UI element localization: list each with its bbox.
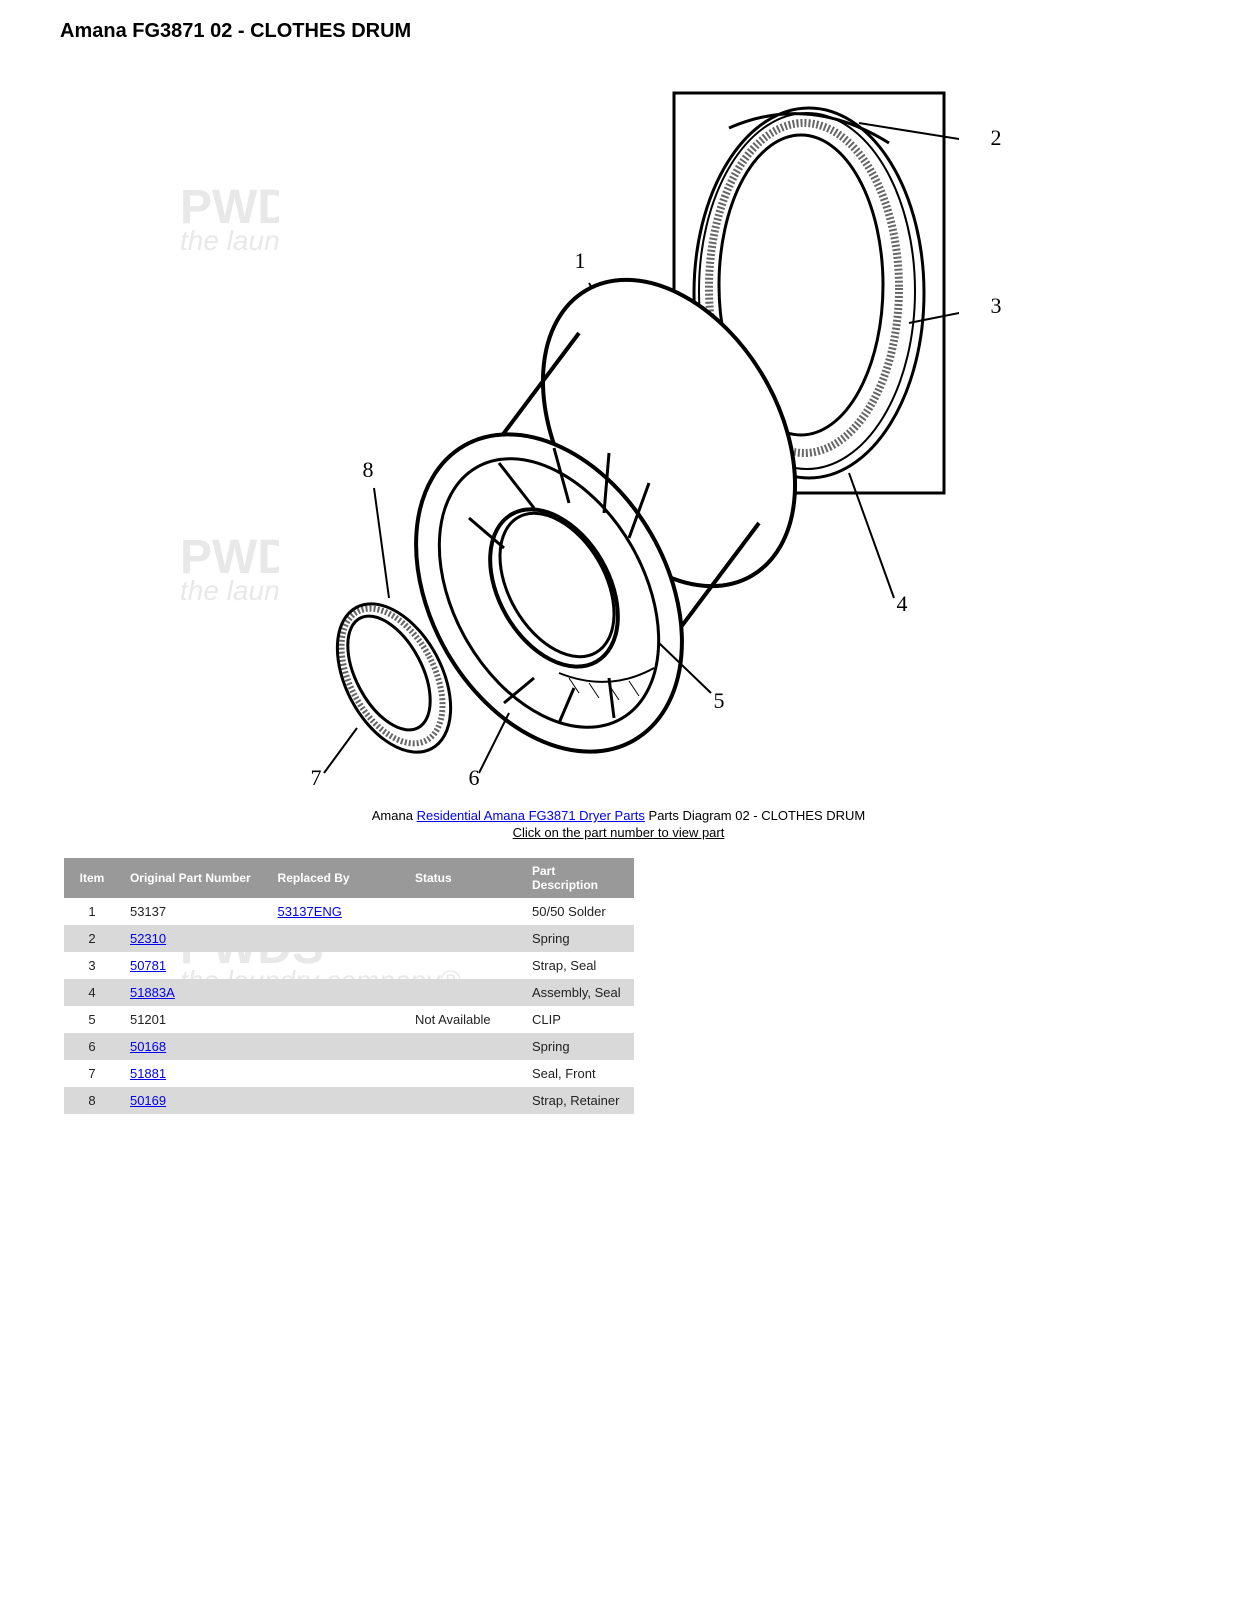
cell-desc: Strap, Retainer xyxy=(522,1087,634,1114)
cell-opn: 53137 xyxy=(120,898,268,925)
callout-8: 8 xyxy=(363,457,374,483)
table-row: 8 50169 Strap, Retainer xyxy=(64,1087,634,1114)
table-header-row: Item Original Part Number Replaced By St… xyxy=(64,858,634,898)
part-link[interactable]: 50169 xyxy=(130,1093,166,1108)
cell-desc: Seal, Front xyxy=(522,1060,634,1087)
table-row: 153137 53137ENG 50/50 Solder xyxy=(64,898,634,925)
cell-replaced xyxy=(268,1033,405,1060)
header-item: Item xyxy=(64,858,120,898)
cell-opn: 50169 xyxy=(120,1087,268,1114)
table-row: 3 50781 Strap, Seal xyxy=(64,952,634,979)
cell-replaced xyxy=(268,1060,405,1087)
cell-replaced xyxy=(268,1087,405,1114)
cell-desc: Spring xyxy=(522,925,634,952)
part-link[interactable]: 52310 xyxy=(130,931,166,946)
callout-2: 2 xyxy=(991,125,1002,151)
part-link[interactable]: 50781 xyxy=(130,958,166,973)
callout-3: 3 xyxy=(991,293,1002,319)
cell-status xyxy=(405,1033,522,1060)
callout-7: 7 xyxy=(311,765,322,791)
part-link[interactable]: 51881 xyxy=(130,1066,166,1081)
callout-5: 5 xyxy=(714,688,725,714)
diagram-caption: Amana Residential Amana FG3871 Dryer Par… xyxy=(60,808,1177,840)
part-link[interactable]: 50168 xyxy=(130,1039,166,1054)
cell-desc: Strap, Seal xyxy=(522,952,634,979)
cell-desc: CLIP xyxy=(522,1006,634,1033)
parts-table: Item Original Part Number Replaced By St… xyxy=(64,858,634,1114)
cell-replaced xyxy=(268,925,405,952)
cell-opn: 50781 xyxy=(120,952,268,979)
cell-item: 1 xyxy=(64,898,120,925)
table-row: 6 50168 Spring xyxy=(64,1033,634,1060)
cell-status xyxy=(405,925,522,952)
cell-desc: Spring xyxy=(522,1033,634,1060)
cell-item: 2 xyxy=(64,925,120,952)
parts-diagram: 1 2 3 4 5 6 7 8 xyxy=(279,53,959,793)
page-title: Amana FG3871 02 - CLOTHES DRUM xyxy=(60,20,1177,43)
cell-status xyxy=(405,952,522,979)
header-replaced: Replaced By xyxy=(268,858,405,898)
part-link[interactable]: 53137ENG xyxy=(278,904,342,919)
cell-desc: Assembly, Seal xyxy=(522,979,634,1006)
cell-item: 7 xyxy=(64,1060,120,1087)
cell-replaced xyxy=(268,1006,405,1033)
cell-status xyxy=(405,898,522,925)
cell-item: 6 xyxy=(64,1033,120,1060)
callout-1: 1 xyxy=(575,248,586,274)
cell-item: 8 xyxy=(64,1087,120,1114)
header-status: Status xyxy=(405,858,522,898)
table-row: 4 51883A Assembly, Seal xyxy=(64,979,634,1006)
callout-4: 4 xyxy=(897,591,908,617)
cell-status xyxy=(405,1060,522,1087)
part-link[interactable]: 51883A xyxy=(130,985,175,1000)
cell-replaced xyxy=(268,952,405,979)
header-opn: Original Part Number xyxy=(120,858,268,898)
table-row: 7 51881 Seal, Front xyxy=(64,1060,634,1087)
cell-status xyxy=(405,1087,522,1114)
cell-replaced: 53137ENG xyxy=(268,898,405,925)
cell-opn: 52310 xyxy=(120,925,268,952)
cell-item: 3 xyxy=(64,952,120,979)
cell-opn: 50168 xyxy=(120,1033,268,1060)
cell-desc: 50/50 Solder xyxy=(522,898,634,925)
table-row: 551201 Not AvailableCLIP xyxy=(64,1006,634,1033)
caption-link[interactable]: Residential Amana FG3871 Dryer Parts xyxy=(417,808,645,823)
cell-status xyxy=(405,979,522,1006)
callout-6: 6 xyxy=(469,765,480,791)
cell-replaced xyxy=(268,979,405,1006)
cell-item: 4 xyxy=(64,979,120,1006)
cell-opn: 51201 xyxy=(120,1006,268,1033)
table-row: 2 52310 Spring xyxy=(64,925,634,952)
cell-opn: 51883A xyxy=(120,979,268,1006)
cell-status: Not Available xyxy=(405,1006,522,1033)
cell-opn: 51881 xyxy=(120,1060,268,1087)
cell-item: 5 xyxy=(64,1006,120,1033)
header-desc: Part Description xyxy=(522,858,634,898)
